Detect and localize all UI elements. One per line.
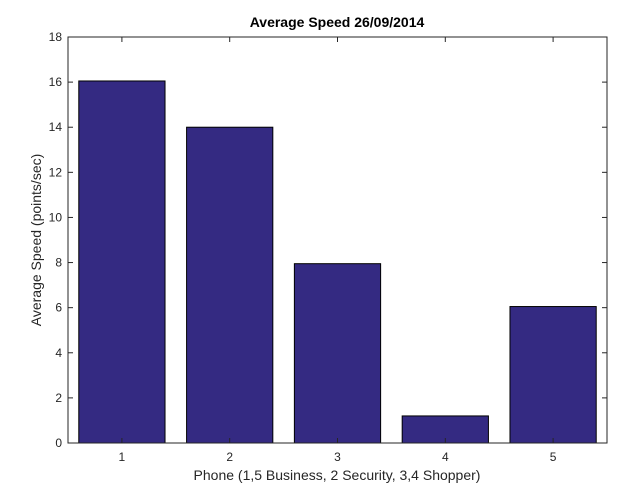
x-tick-label-1: 1 xyxy=(119,450,126,464)
x-tick-label-3: 3 xyxy=(334,450,341,464)
bar-2 xyxy=(186,126,274,444)
x-tick-label-5: 5 xyxy=(550,450,557,464)
x-tick-label-4: 4 xyxy=(442,450,449,464)
plot-frame xyxy=(67,36,608,444)
bar-1 xyxy=(78,80,166,444)
bar-3 xyxy=(293,263,382,444)
y-tick-label-18: 18 xyxy=(49,30,63,44)
y-tick-label-4: 4 xyxy=(55,346,62,360)
x-tick-label-2: 2 xyxy=(226,450,233,464)
y-tick-label-16: 16 xyxy=(49,75,63,89)
y-axis-label: Average Speed (points/sec) xyxy=(28,154,44,327)
y-tick-label-6: 6 xyxy=(55,301,62,315)
x-axis-label: Phone (1,5 Business, 2 Security, 3,4 Sho… xyxy=(194,467,481,483)
y-tick-label-2: 2 xyxy=(55,391,62,405)
y-tick-label-8: 8 xyxy=(55,256,62,270)
chart-title: Average Speed 26/09/2014 xyxy=(250,14,425,30)
y-tick-label-12: 12 xyxy=(49,165,63,179)
bar-5 xyxy=(509,306,597,444)
y-tick-label-10: 10 xyxy=(49,210,63,224)
bars-group xyxy=(78,80,597,444)
y-tick-label-14: 14 xyxy=(49,120,63,134)
y-tick-label-0: 0 xyxy=(55,436,62,450)
